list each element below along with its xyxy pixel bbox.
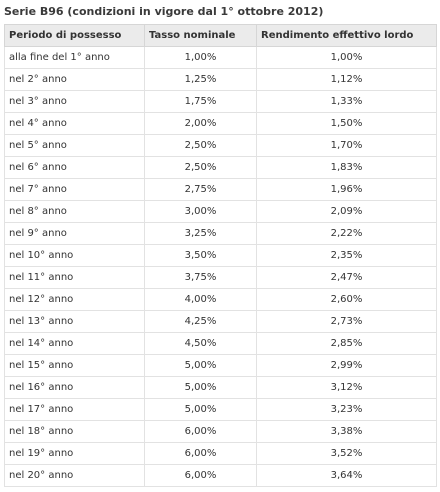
table-row: nel 5° anno 2,50% 1,70%	[4, 134, 437, 157]
cell-period: nel 2° anno	[4, 68, 145, 91]
cell-effective-yield: 1,83%	[256, 156, 437, 179]
table-row: nel 8° anno 3,00% 2,09%	[4, 200, 437, 223]
cell-nominal-rate: 3,25%	[144, 222, 257, 245]
table-row: nel 20° anno 6,00% 3,64%	[4, 464, 437, 487]
table-row: nel 12° anno 4,00% 2,60%	[4, 288, 437, 311]
cell-nominal-rate: 2,50%	[144, 156, 257, 179]
cell-period: nel 16° anno	[4, 376, 145, 399]
cell-nominal-rate: 6,00%	[144, 420, 257, 443]
header-effective-yield: Rendimento effettivo lordo	[256, 24, 437, 47]
cell-effective-yield: 1,70%	[256, 134, 437, 157]
table-row: nel 17° anno 5,00% 3,23%	[4, 398, 437, 421]
cell-effective-yield: 2,09%	[256, 200, 437, 223]
cell-nominal-rate: 4,25%	[144, 310, 257, 333]
cell-period: nel 17° anno	[4, 398, 145, 421]
table-row: nel 10° anno 3,50% 2,35%	[4, 244, 437, 267]
cell-period: nel 19° anno	[4, 442, 145, 465]
table-row: nel 18° anno 6,00% 3,38%	[4, 420, 437, 443]
cell-effective-yield: 1,33%	[256, 90, 437, 113]
cell-nominal-rate: 5,00%	[144, 398, 257, 421]
cell-nominal-rate: 1,00%	[144, 46, 257, 69]
cell-effective-yield: 3,52%	[256, 442, 437, 465]
table-row: alla fine del 1° anno 1,00% 1,00%	[4, 46, 437, 69]
cell-effective-yield: 2,73%	[256, 310, 437, 333]
cell-effective-yield: 2,47%	[256, 266, 437, 289]
cell-effective-yield: 1,50%	[256, 112, 437, 135]
cell-nominal-rate: 2,00%	[144, 112, 257, 135]
cell-effective-yield: 2,35%	[256, 244, 437, 267]
cell-nominal-rate: 6,00%	[144, 442, 257, 465]
cell-effective-yield: 1,00%	[256, 46, 437, 69]
cell-effective-yield: 2,99%	[256, 354, 437, 377]
table-row: nel 3° anno 1,75% 1,33%	[4, 90, 437, 113]
cell-period: nel 3° anno	[4, 90, 145, 113]
cell-nominal-rate: 3,50%	[144, 244, 257, 267]
table-row: nel 4° anno 2,00% 1,50%	[4, 112, 437, 135]
cell-period: nel 14° anno	[4, 332, 145, 355]
header-row: Periodo di possesso Tasso nominale Rendi…	[4, 24, 437, 47]
cell-nominal-rate: 1,25%	[144, 68, 257, 91]
table-row: nel 6° anno 2,50% 1,83%	[4, 156, 437, 179]
table-row: nel 13° anno 4,25% 2,73%	[4, 310, 437, 333]
table-row: nel 14° anno 4,50% 2,85%	[4, 332, 437, 355]
table-row: nel 15° anno 5,00% 2,99%	[4, 354, 437, 377]
cell-period: nel 9° anno	[4, 222, 145, 245]
cell-effective-yield: 3,64%	[256, 464, 437, 487]
cell-period: nel 12° anno	[4, 288, 145, 311]
cell-period: alla fine del 1° anno	[4, 46, 145, 69]
cell-effective-yield: 3,12%	[256, 376, 437, 399]
cell-period: nel 10° anno	[4, 244, 145, 267]
header-nominal-rate: Tasso nominale	[144, 24, 257, 47]
cell-period: nel 6° anno	[4, 156, 145, 179]
cell-nominal-rate: 4,50%	[144, 332, 257, 355]
cell-effective-yield: 2,22%	[256, 222, 437, 245]
table-row: nel 16° anno 5,00% 3,12%	[4, 376, 437, 399]
table-row: nel 9° anno 3,25% 2,22%	[4, 222, 437, 245]
header-period: Periodo di possesso	[4, 24, 145, 47]
cell-period: nel 7° anno	[4, 178, 145, 201]
cell-period: nel 11° anno	[4, 266, 145, 289]
cell-effective-yield: 1,96%	[256, 178, 437, 201]
cell-effective-yield: 2,85%	[256, 332, 437, 355]
cell-effective-yield: 1,12%	[256, 68, 437, 91]
table-title: Serie B96 (condizioni in vigore dal 1° o…	[4, 5, 324, 18]
table-row: nel 11° anno 3,75% 2,47%	[4, 266, 437, 289]
cell-period: nel 15° anno	[4, 354, 145, 377]
table-row: nel 7° anno 2,75% 1,96%	[4, 178, 437, 201]
cell-nominal-rate: 6,00%	[144, 464, 257, 487]
cell-nominal-rate: 5,00%	[144, 354, 257, 377]
rates-table: Periodo di possesso Tasso nominale Rendi…	[4, 24, 437, 487]
cell-effective-yield: 3,23%	[256, 398, 437, 421]
cell-period: nel 20° anno	[4, 464, 145, 487]
cell-nominal-rate: 5,00%	[144, 376, 257, 399]
cell-period: nel 5° anno	[4, 134, 145, 157]
cell-effective-yield: 2,60%	[256, 288, 437, 311]
cell-nominal-rate: 2,75%	[144, 178, 257, 201]
cell-period: nel 18° anno	[4, 420, 145, 443]
cell-effective-yield: 3,38%	[256, 420, 437, 443]
cell-period: nel 8° anno	[4, 200, 145, 223]
cell-nominal-rate: 1,75%	[144, 90, 257, 113]
table-row: nel 2° anno 1,25% 1,12%	[4, 68, 437, 91]
cell-period: nel 4° anno	[4, 112, 145, 135]
cell-nominal-rate: 4,00%	[144, 288, 257, 311]
cell-period: nel 13° anno	[4, 310, 145, 333]
cell-nominal-rate: 3,00%	[144, 200, 257, 223]
cell-nominal-rate: 2,50%	[144, 134, 257, 157]
table-row: nel 19° anno 6,00% 3,52%	[4, 442, 437, 465]
cell-nominal-rate: 3,75%	[144, 266, 257, 289]
